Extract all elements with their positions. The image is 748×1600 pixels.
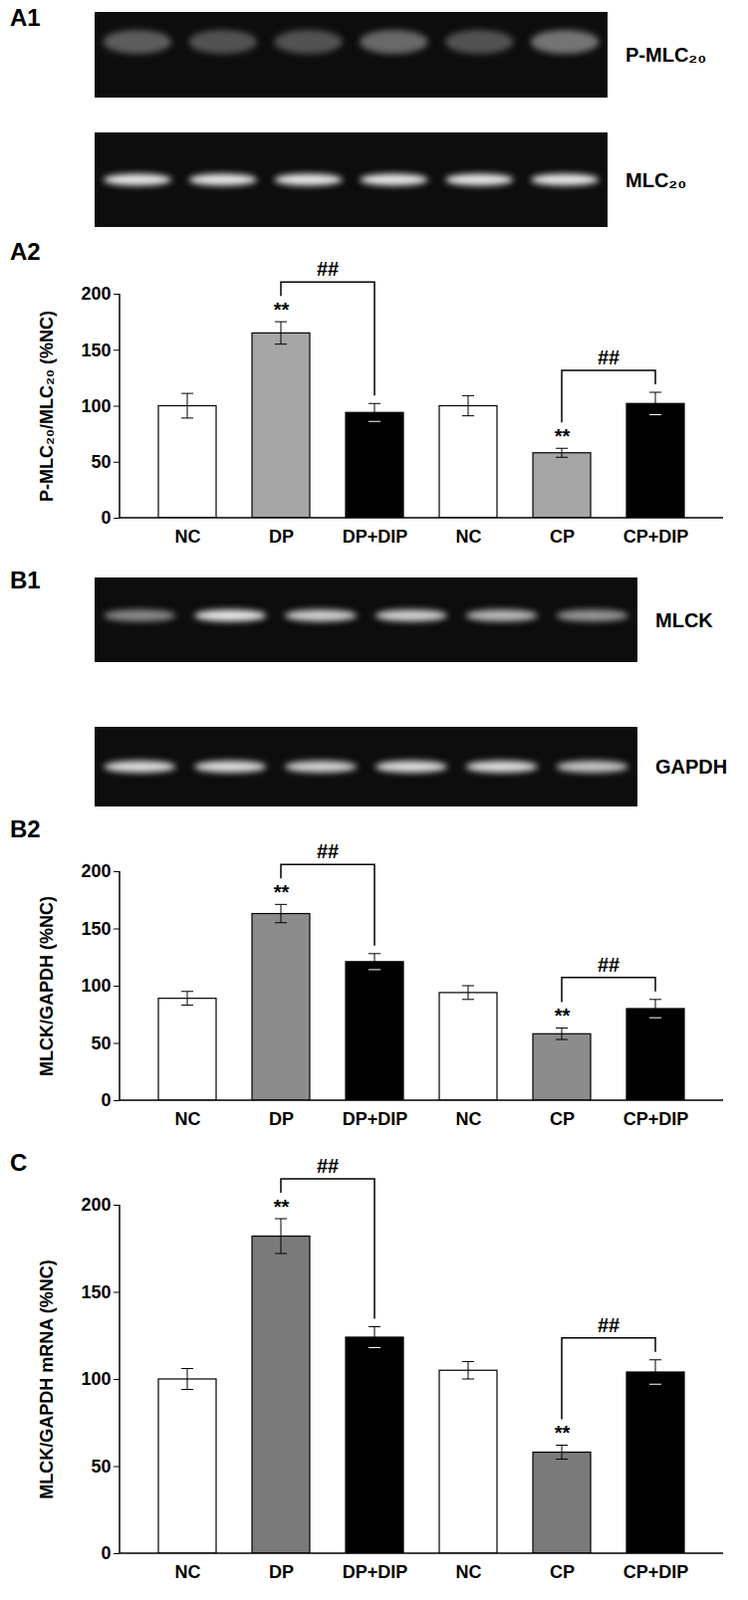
- svg-text:100: 100: [80, 396, 111, 417]
- svg-text:50: 50: [90, 452, 111, 473]
- svg-text:DP+DIP: DP+DIP: [342, 1562, 409, 1583]
- svg-text:**: **: [273, 881, 290, 904]
- svg-text:MLCK/GAPDH mRNA (%NC): MLCK/GAPDH mRNA (%NC): [36, 1259, 57, 1499]
- svg-text:**: **: [273, 298, 290, 321]
- svg-text:0: 0: [100, 507, 111, 528]
- svg-text:NC: NC: [456, 1109, 483, 1130]
- svg-text:100: 100: [80, 1369, 111, 1390]
- svg-text:MLCK: MLCK: [655, 609, 714, 632]
- svg-text:MLCK/GAPDH (%NC): MLCK/GAPDH (%NC): [36, 896, 57, 1077]
- svg-text:##: ##: [316, 1155, 339, 1178]
- svg-text:200: 200: [80, 861, 111, 882]
- svg-text:150: 150: [80, 919, 111, 940]
- svg-text:CP: CP: [549, 1109, 575, 1130]
- svg-text:**: **: [554, 425, 571, 448]
- svg-text:50: 50: [90, 1033, 111, 1054]
- svg-text:**: **: [554, 1004, 571, 1027]
- svg-text:200: 200: [80, 283, 111, 304]
- svg-text:NC: NC: [175, 526, 202, 547]
- svg-text:P-MLC₂₀/MLC₂₀ (%NC): P-MLC₂₀/MLC₂₀ (%NC): [36, 310, 57, 502]
- svg-text:200: 200: [80, 1195, 111, 1216]
- svg-text:**: **: [273, 1196, 290, 1219]
- svg-text:CP: CP: [549, 1562, 575, 1583]
- svg-text:DP+DIP: DP+DIP: [342, 526, 409, 547]
- html-text:A2: A2: [9, 238, 41, 265]
- svg-text:150: 150: [80, 340, 111, 361]
- svg-text:50: 50: [90, 1457, 111, 1478]
- html-text:C: C: [9, 1149, 28, 1177]
- svg-text:CP+DIP: CP+DIP: [623, 526, 690, 547]
- svg-text:P-MLC₂₀: P-MLC₂₀: [625, 43, 707, 66]
- html-text:B2: B2: [9, 815, 41, 843]
- svg-text:DP: DP: [268, 1109, 294, 1130]
- svg-text:CP+DIP: CP+DIP: [623, 1562, 690, 1583]
- svg-text:0: 0: [100, 1090, 111, 1111]
- svg-text:NC: NC: [456, 526, 483, 547]
- svg-text:##: ##: [597, 954, 620, 977]
- html-text:B1: B1: [9, 566, 41, 594]
- svg-text:NC: NC: [456, 1562, 483, 1583]
- svg-text:CP+DIP: CP+DIP: [623, 1109, 690, 1130]
- html-text:A1: A1: [9, 3, 41, 31]
- svg-text:NC: NC: [175, 1562, 202, 1583]
- svg-text:##: ##: [597, 346, 620, 369]
- svg-text:DP: DP: [268, 1562, 294, 1583]
- svg-text:##: ##: [597, 1314, 620, 1337]
- svg-text:DP+DIP: DP+DIP: [342, 1109, 409, 1130]
- svg-text:GAPDH: GAPDH: [655, 755, 728, 778]
- svg-text:##: ##: [316, 257, 339, 280]
- svg-text:150: 150: [80, 1282, 111, 1303]
- svg-text:NC: NC: [175, 1109, 202, 1130]
- svg-text:MLC₂₀: MLC₂₀: [625, 169, 687, 192]
- svg-text:**: **: [554, 1422, 571, 1445]
- svg-text:DP: DP: [268, 526, 294, 547]
- svg-text:CP: CP: [549, 526, 575, 547]
- svg-text:100: 100: [80, 976, 111, 997]
- svg-text:0: 0: [100, 1543, 111, 1564]
- svg-text:##: ##: [316, 840, 339, 863]
